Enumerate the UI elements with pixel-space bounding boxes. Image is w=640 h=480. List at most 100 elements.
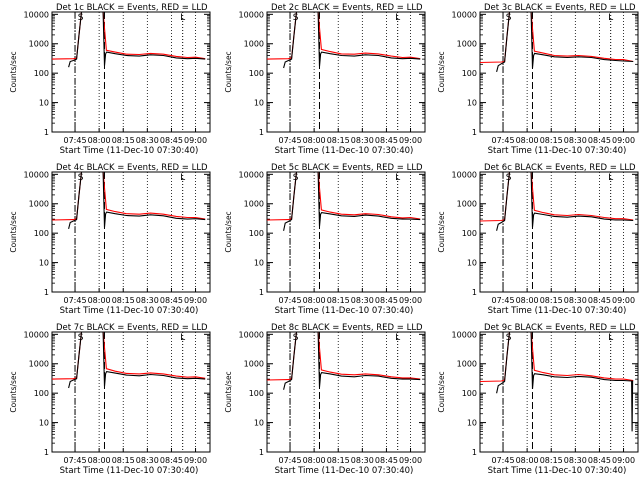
chart-title: Det 6c BLACK = Events, RED = LLD bbox=[484, 163, 636, 173]
x-tick-label: 08:15 bbox=[327, 296, 350, 305]
chart-title: Det 3c BLACK = Events, RED = LLD bbox=[484, 3, 636, 13]
x-tick-label: 07:45 bbox=[491, 296, 514, 305]
y-axis-label: Counts/sec bbox=[9, 371, 18, 412]
y-tick-label: 1000 bbox=[457, 40, 477, 49]
series-group bbox=[480, 172, 634, 231]
y-tick-label: 10000 bbox=[239, 170, 264, 179]
plot-frame bbox=[266, 171, 426, 293]
x-tick-label: 07:45 bbox=[278, 456, 301, 465]
x-tick-label: 07:45 bbox=[278, 136, 301, 145]
detector-panel: 07:45 08:00 08:15 08:30 08:45 09:00 1 10 100 1000… bbox=[9, 3, 211, 156]
x-axis-label: Start Time (11-Dec-10 07:30:40) bbox=[488, 146, 627, 156]
x-tick-label: 07:45 bbox=[278, 296, 301, 305]
x-tick-label: 08:15 bbox=[112, 136, 135, 145]
x-tick-label: 08:15 bbox=[112, 296, 135, 305]
x-tick-label: 08:45 bbox=[160, 296, 183, 305]
y-tick-label: 100 bbox=[462, 69, 477, 78]
x-tick-label: 08:30 bbox=[564, 136, 587, 145]
series-group bbox=[267, 332, 421, 390]
x-tick-label: 08:00 bbox=[303, 296, 326, 305]
y-tick-label: 100 bbox=[462, 389, 477, 398]
y-tick-label: 1 bbox=[44, 288, 49, 297]
y-tick-label: 1 bbox=[472, 288, 477, 297]
y-tick-label: 100 bbox=[249, 389, 264, 398]
y-tick-label: 1000 bbox=[244, 360, 264, 369]
marker-label: S bbox=[506, 333, 512, 343]
y-tick-label: 100 bbox=[34, 69, 49, 78]
y-axis-label: Counts/sec bbox=[437, 211, 446, 252]
x-tick-label: 08:45 bbox=[375, 296, 398, 305]
x-tick-label: 08:30 bbox=[136, 456, 159, 465]
x-tick-label: 09:00 bbox=[612, 136, 635, 145]
x-tick-label: 08:00 bbox=[516, 456, 539, 465]
series-group bbox=[52, 172, 206, 230]
x-tick-label: 08:45 bbox=[588, 136, 611, 145]
series-line-events bbox=[68, 172, 206, 230]
x-tick-label: 08:00 bbox=[303, 136, 326, 145]
marker-label: L bbox=[180, 173, 185, 183]
marker-label: S bbox=[78, 13, 84, 23]
y-axis-label: Counts/sec bbox=[437, 51, 446, 92]
x-tick-label: 09:00 bbox=[612, 456, 635, 465]
x-tick-label: 09:00 bbox=[399, 136, 422, 145]
y-tick-label: 100 bbox=[249, 229, 264, 238]
y-axis-label: Counts/sec bbox=[224, 211, 233, 252]
chart-title: Det 5c BLACK = Events, RED = LLD bbox=[271, 163, 423, 173]
y-tick-label: 10 bbox=[254, 419, 264, 428]
x-axis-label: Start Time (11-Dec-10 07:30:40) bbox=[275, 466, 414, 476]
plot-frame bbox=[266, 331, 426, 453]
y-axis-label: Counts/sec bbox=[9, 51, 18, 92]
x-tick-label: 08:45 bbox=[375, 136, 398, 145]
x-tick-label: 08:00 bbox=[516, 136, 539, 145]
x-tick-label: 08:30 bbox=[351, 296, 374, 305]
detector-panel: 07:45 08:00 08:15 08:30 08:45 09:00 1 10 100 1000… bbox=[224, 323, 426, 476]
x-tick-label: 08:15 bbox=[112, 456, 135, 465]
chart-title: Det 2c BLACK = Events, RED = LLD bbox=[271, 3, 423, 13]
y-tick-label: 1000 bbox=[244, 40, 264, 49]
y-tick-label: 1000 bbox=[244, 200, 264, 209]
plot-frame bbox=[51, 331, 211, 453]
x-tick-label: 08:30 bbox=[136, 296, 159, 305]
y-tick-label: 100 bbox=[249, 69, 264, 78]
x-axis-label: Start Time (11-Dec-10 07:30:40) bbox=[60, 466, 199, 476]
plot-frame bbox=[479, 331, 639, 453]
x-tick-label: 08:15 bbox=[540, 296, 563, 305]
chart-title: Det 7c BLACK = Events, RED = LLD bbox=[56, 323, 208, 333]
series-group bbox=[267, 172, 421, 231]
x-tick-label: 09:00 bbox=[399, 296, 422, 305]
marker-label: S bbox=[506, 13, 512, 23]
x-tick-label: 09:00 bbox=[184, 136, 207, 145]
y-tick-label: 10000 bbox=[24, 170, 49, 179]
y-tick-label: 1 bbox=[472, 128, 477, 137]
marker-label: L bbox=[180, 13, 185, 23]
x-tick-label: 08:30 bbox=[351, 136, 374, 145]
x-tick-label: 09:00 bbox=[184, 456, 207, 465]
y-tick-label: 1000 bbox=[29, 360, 49, 369]
y-tick-label: 10000 bbox=[239, 330, 264, 339]
y-tick-label: 10 bbox=[39, 99, 49, 108]
x-tick-label: 08:45 bbox=[375, 456, 398, 465]
y-tick-label: 1 bbox=[472, 448, 477, 457]
y-axis-label: Counts/sec bbox=[224, 371, 233, 412]
x-tick-label: 08:45 bbox=[160, 136, 183, 145]
x-tick-label: 08:15 bbox=[327, 456, 350, 465]
y-tick-label: 10 bbox=[467, 419, 477, 428]
x-tick-label: 07:45 bbox=[63, 456, 86, 465]
x-tick-label: 08:00 bbox=[303, 456, 326, 465]
marker-label: S bbox=[293, 333, 299, 343]
y-tick-label: 10000 bbox=[24, 10, 49, 19]
series-line-events bbox=[68, 332, 206, 389]
marker-label: L bbox=[608, 13, 613, 23]
y-tick-label: 100 bbox=[462, 229, 477, 238]
y-tick-label: 10000 bbox=[24, 330, 49, 339]
x-tick-label: 08:30 bbox=[564, 456, 587, 465]
series-line-events bbox=[68, 12, 206, 68]
x-tick-label: 08:15 bbox=[327, 136, 350, 145]
series-group bbox=[52, 332, 206, 389]
chart-title: Det 4c BLACK = Events, RED = LLD bbox=[56, 163, 208, 173]
x-tick-label: 07:45 bbox=[63, 136, 86, 145]
marker-label: L bbox=[180, 333, 185, 343]
y-tick-label: 10 bbox=[39, 419, 49, 428]
chart-title: Det 8c BLACK = Events, RED = LLD bbox=[271, 323, 423, 333]
marker-label: S bbox=[293, 13, 299, 23]
